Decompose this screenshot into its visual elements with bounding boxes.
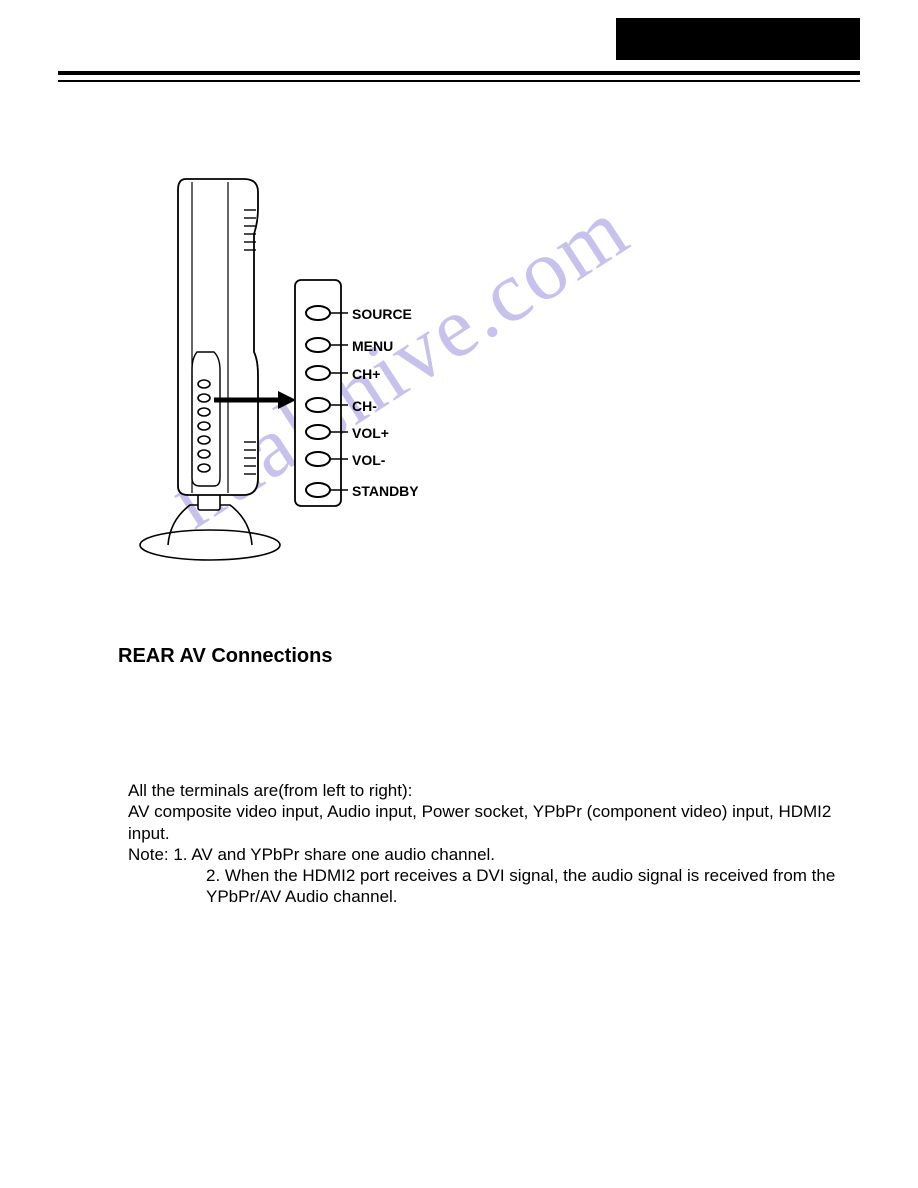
button-label-standby: STANDBY xyxy=(352,483,419,499)
header-black-box xyxy=(616,18,860,60)
button-label-menu: MENU xyxy=(352,338,393,354)
button-label-source: SOURCE xyxy=(352,306,412,322)
button-label-vol-minus: VOL- xyxy=(352,452,385,468)
manual-page: nualshive.com xyxy=(0,0,918,1188)
button-label-ch-plus: CH+ xyxy=(352,366,380,382)
button-label-vol-plus: VOL+ xyxy=(352,425,389,441)
body-note-1: Note: 1. AV and YPbPr share one audio ch… xyxy=(128,844,846,865)
section-title-rear-av: REAR AV Connections xyxy=(118,645,332,668)
button-label-ch-minus: CH- xyxy=(352,398,377,414)
header-rule-thick xyxy=(58,71,860,75)
body-text-block: All the terminals are(from left to right… xyxy=(128,780,846,908)
body-note-2a: 2. When the HDMI2 port receives a DVI si… xyxy=(128,865,846,886)
tv-side-diagram xyxy=(130,170,450,580)
body-note-2b: YPbPr/AV Audio channel. xyxy=(128,886,846,907)
body-intro: All the terminals are(from left to right… xyxy=(128,780,846,801)
header-rule-thin xyxy=(58,80,860,82)
body-terminals-list: AV composite video input, Audio input, P… xyxy=(128,801,846,844)
